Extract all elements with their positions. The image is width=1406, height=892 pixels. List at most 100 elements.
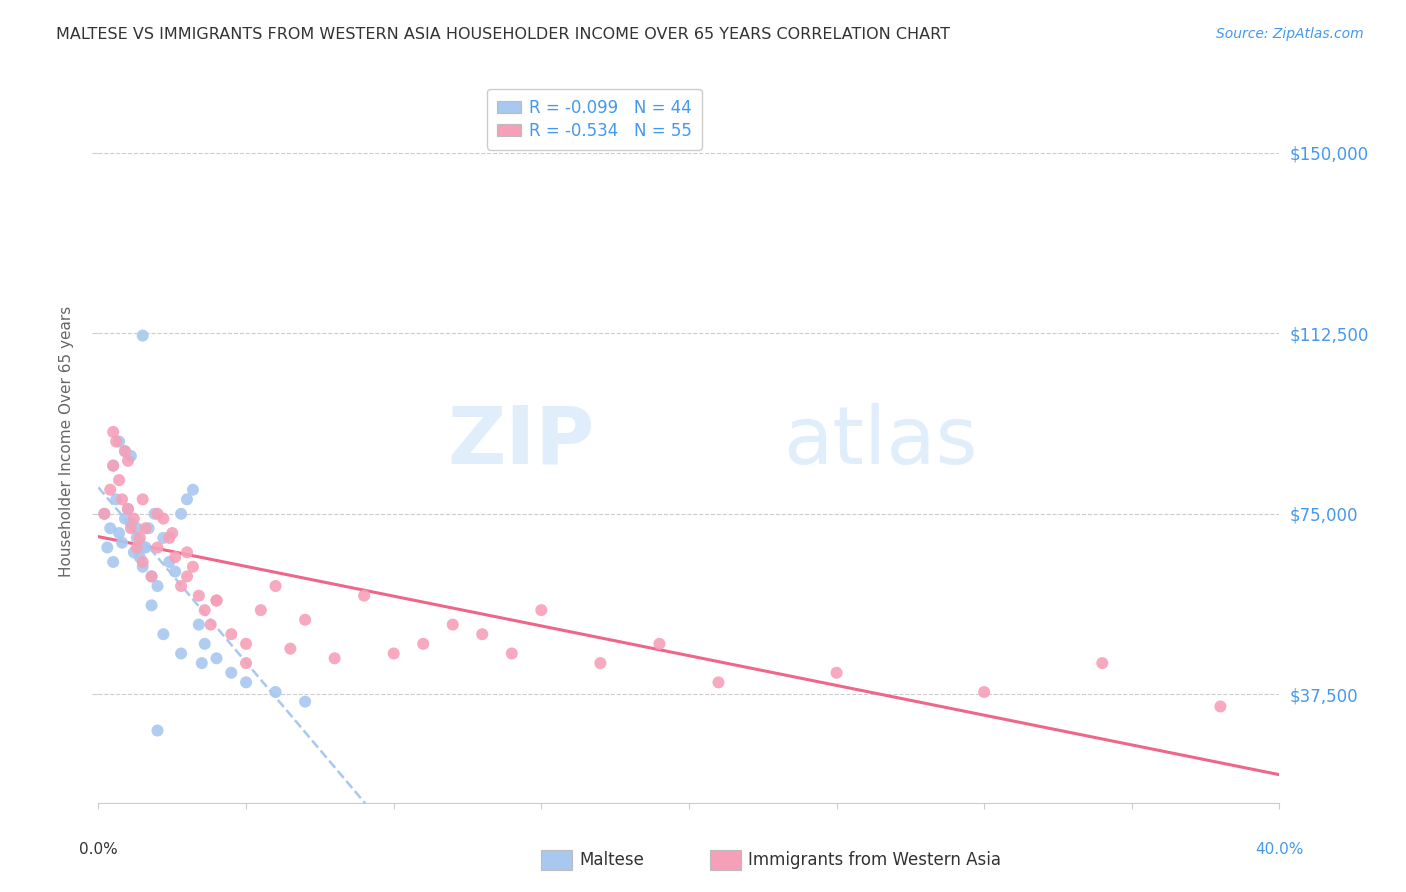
Point	[108, 473, 131, 487]
Text: Maltese: Maltese	[579, 851, 644, 869]
Point	[128, 531, 150, 545]
Point	[530, 603, 553, 617]
Point	[146, 723, 169, 738]
Point	[152, 511, 174, 525]
Point	[441, 617, 464, 632]
Point	[108, 434, 131, 449]
Point	[114, 511, 136, 525]
Point	[221, 665, 243, 680]
Point	[382, 647, 405, 661]
Text: Source: ZipAtlas.com: Source: ZipAtlas.com	[1216, 27, 1364, 41]
Point	[132, 541, 155, 555]
Point	[323, 651, 346, 665]
Text: atlas: atlas	[783, 402, 977, 481]
Point	[146, 507, 169, 521]
Point	[93, 507, 115, 521]
Point	[501, 647, 523, 661]
Point	[152, 627, 174, 641]
Text: 0.0%: 0.0%	[79, 842, 118, 856]
Text: ZIP: ZIP	[447, 402, 595, 481]
Point	[1209, 699, 1232, 714]
Point	[181, 559, 204, 574]
Point	[132, 492, 155, 507]
Point	[117, 502, 139, 516]
Point	[108, 526, 131, 541]
Point	[105, 434, 128, 449]
Point	[103, 458, 125, 473]
Point	[264, 685, 287, 699]
Point	[205, 593, 228, 607]
Point	[120, 521, 142, 535]
Point	[187, 589, 209, 603]
Point	[165, 565, 187, 579]
Point	[170, 507, 193, 521]
Point	[165, 550, 187, 565]
Point	[194, 637, 217, 651]
Point	[162, 526, 183, 541]
Point	[707, 675, 730, 690]
Point	[111, 535, 134, 549]
Point	[103, 555, 125, 569]
Point	[187, 617, 209, 632]
Point	[157, 555, 180, 569]
Point	[264, 579, 287, 593]
Point	[122, 545, 145, 559]
Point	[105, 492, 128, 507]
Point	[128, 550, 150, 565]
Point	[194, 603, 217, 617]
Point	[114, 444, 136, 458]
Point	[170, 647, 193, 661]
Point	[120, 449, 142, 463]
Point	[135, 541, 157, 555]
Point	[471, 627, 494, 641]
Point	[111, 492, 134, 507]
Point	[141, 569, 163, 583]
Point	[205, 651, 228, 665]
Point	[146, 579, 169, 593]
Point	[221, 627, 243, 641]
Point	[103, 458, 125, 473]
Point	[353, 589, 375, 603]
Point	[98, 521, 121, 535]
Point	[176, 492, 198, 507]
Point	[96, 541, 118, 555]
Point	[98, 483, 121, 497]
Point	[170, 579, 193, 593]
Point	[176, 545, 198, 559]
Point	[132, 328, 155, 343]
Point	[200, 617, 222, 632]
Point	[280, 641, 302, 656]
Point	[117, 502, 139, 516]
Point	[973, 685, 995, 699]
Text: MALTESE VS IMMIGRANTS FROM WESTERN ASIA HOUSEHOLDER INCOME OVER 65 YEARS CORRELA: MALTESE VS IMMIGRANTS FROM WESTERN ASIA …	[56, 27, 950, 42]
Point	[294, 613, 316, 627]
Point	[122, 511, 145, 525]
Point	[103, 425, 125, 439]
Point	[152, 531, 174, 545]
Point	[181, 483, 204, 497]
Point	[132, 555, 155, 569]
Point	[648, 637, 671, 651]
Point	[294, 695, 316, 709]
Point	[235, 675, 257, 690]
Point	[157, 531, 180, 545]
Point	[141, 569, 163, 583]
Point	[146, 541, 169, 555]
Point	[93, 507, 115, 521]
Point	[125, 521, 148, 535]
Legend: R = -0.099   N = 44, R = -0.534   N = 55: R = -0.099 N = 44, R = -0.534 N = 55	[488, 88, 702, 150]
Point	[250, 603, 273, 617]
Point	[135, 521, 157, 535]
Point	[120, 516, 142, 531]
Point	[141, 599, 163, 613]
Point	[117, 454, 139, 468]
Text: 40.0%: 40.0%	[1256, 842, 1303, 856]
Point	[825, 665, 848, 680]
Y-axis label: Householder Income Over 65 years: Householder Income Over 65 years	[59, 306, 75, 577]
Point	[132, 559, 155, 574]
Point	[125, 541, 148, 555]
Point	[114, 444, 136, 458]
Point	[412, 637, 434, 651]
Point	[125, 531, 148, 545]
Point	[235, 656, 257, 670]
